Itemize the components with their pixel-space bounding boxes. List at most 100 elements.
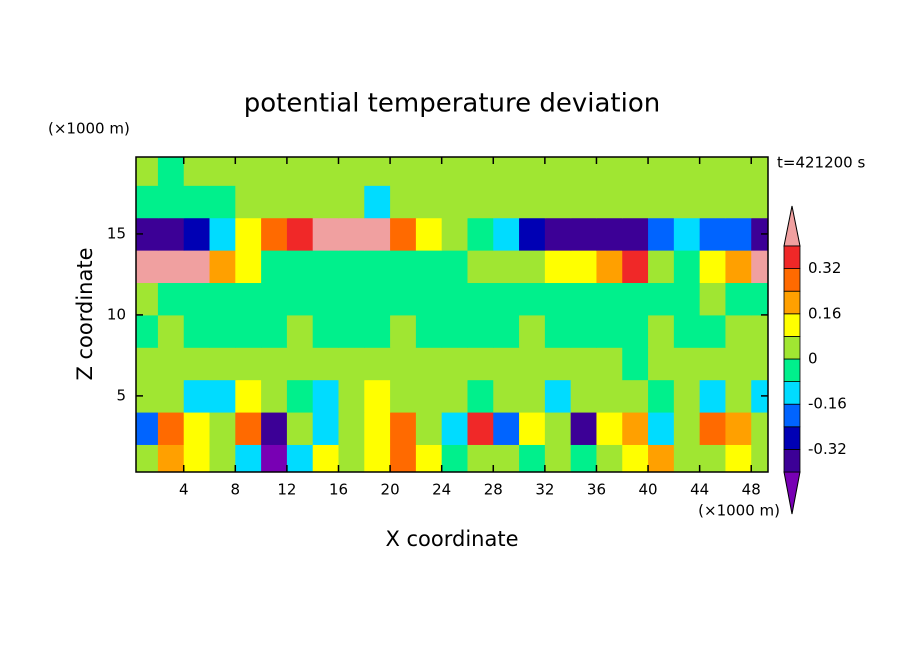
cell: [390, 185, 417, 219]
cell: [751, 217, 769, 251]
cell: [441, 314, 468, 348]
cell: [467, 444, 494, 473]
cell: [209, 379, 236, 413]
cell: [751, 347, 769, 381]
cell: [673, 185, 701, 219]
field: [136, 157, 769, 473]
cell: [157, 444, 185, 473]
cell: [751, 250, 769, 284]
colorbar-box: [783, 381, 801, 405]
cell: [596, 347, 623, 381]
cell: [467, 217, 494, 251]
x-tick-label: 20: [381, 481, 400, 499]
cell: [699, 185, 726, 219]
x-tick-label: 8: [231, 481, 241, 499]
cell: [570, 157, 597, 186]
x-tick-label: 28: [484, 481, 503, 499]
cell: [493, 157, 520, 186]
cell: [467, 157, 494, 186]
cell: [286, 185, 314, 219]
colorbar-box: [783, 313, 801, 337]
cell: [673, 157, 701, 186]
cell: [544, 314, 572, 348]
cell: [441, 217, 468, 251]
cell: [622, 314, 649, 348]
cell: [596, 185, 623, 219]
cell: [364, 314, 391, 348]
cell: [467, 314, 494, 348]
cell: [751, 282, 769, 316]
cell: [261, 217, 288, 251]
cell: [338, 185, 365, 219]
cell: [648, 157, 675, 186]
cell: [467, 250, 494, 284]
cell: [544, 185, 572, 219]
cell: [157, 347, 185, 381]
cell: [570, 314, 597, 348]
cell: [364, 412, 391, 445]
cell: [648, 412, 675, 445]
cell: [648, 185, 675, 219]
cell: [493, 379, 520, 413]
cell: [751, 314, 769, 348]
cell: [157, 250, 185, 284]
colorbar-box: [783, 426, 801, 450]
cell: [493, 314, 520, 348]
cell: [136, 412, 159, 445]
cell: [725, 217, 752, 251]
cell: [467, 185, 494, 219]
cell: [364, 217, 391, 251]
cell: [235, 412, 262, 445]
cell: [209, 157, 236, 186]
cell: [415, 157, 443, 186]
cell: [622, 347, 649, 381]
cell: [261, 314, 288, 348]
cell: [235, 282, 262, 316]
cell: [751, 157, 769, 186]
x-tick-label: 44: [690, 481, 709, 499]
cell: [235, 157, 262, 186]
cell: [286, 157, 314, 186]
cell: [157, 217, 185, 251]
cell: [596, 412, 623, 445]
cell: [209, 444, 236, 473]
colorbar-label: -0.32: [808, 440, 847, 458]
cell: [519, 250, 546, 284]
cell: [648, 444, 675, 473]
cell: [725, 250, 752, 284]
cell: [364, 347, 391, 381]
cell: [183, 412, 211, 445]
cell: [312, 347, 339, 381]
y-tick-label: 10: [107, 305, 126, 323]
cell: [441, 379, 468, 413]
cell: [261, 282, 288, 316]
cell: [725, 444, 752, 473]
cell: [183, 444, 211, 473]
cell: [364, 157, 391, 186]
cell: [415, 379, 443, 413]
cell: [519, 347, 546, 381]
cell: [286, 217, 314, 251]
cell: [673, 347, 701, 381]
cell: [648, 347, 675, 381]
cell: [312, 379, 339, 413]
cell: [519, 282, 546, 316]
cell: [312, 444, 339, 473]
cell: [157, 314, 185, 348]
cell: [390, 250, 417, 284]
cell: [390, 282, 417, 316]
cell: [136, 444, 159, 473]
cell: [493, 217, 520, 251]
cell: [699, 157, 726, 186]
cell: [596, 217, 623, 251]
colorbar-box: [783, 245, 801, 270]
cell: [493, 185, 520, 219]
x-tick-label: 16: [329, 481, 348, 499]
y-unit: (×1000 m): [48, 120, 130, 138]
cell: [596, 157, 623, 186]
x-tick-label: 24: [432, 481, 451, 499]
cell: [467, 412, 494, 445]
cell: [312, 314, 339, 348]
cell: [596, 314, 623, 348]
cell: [390, 314, 417, 348]
